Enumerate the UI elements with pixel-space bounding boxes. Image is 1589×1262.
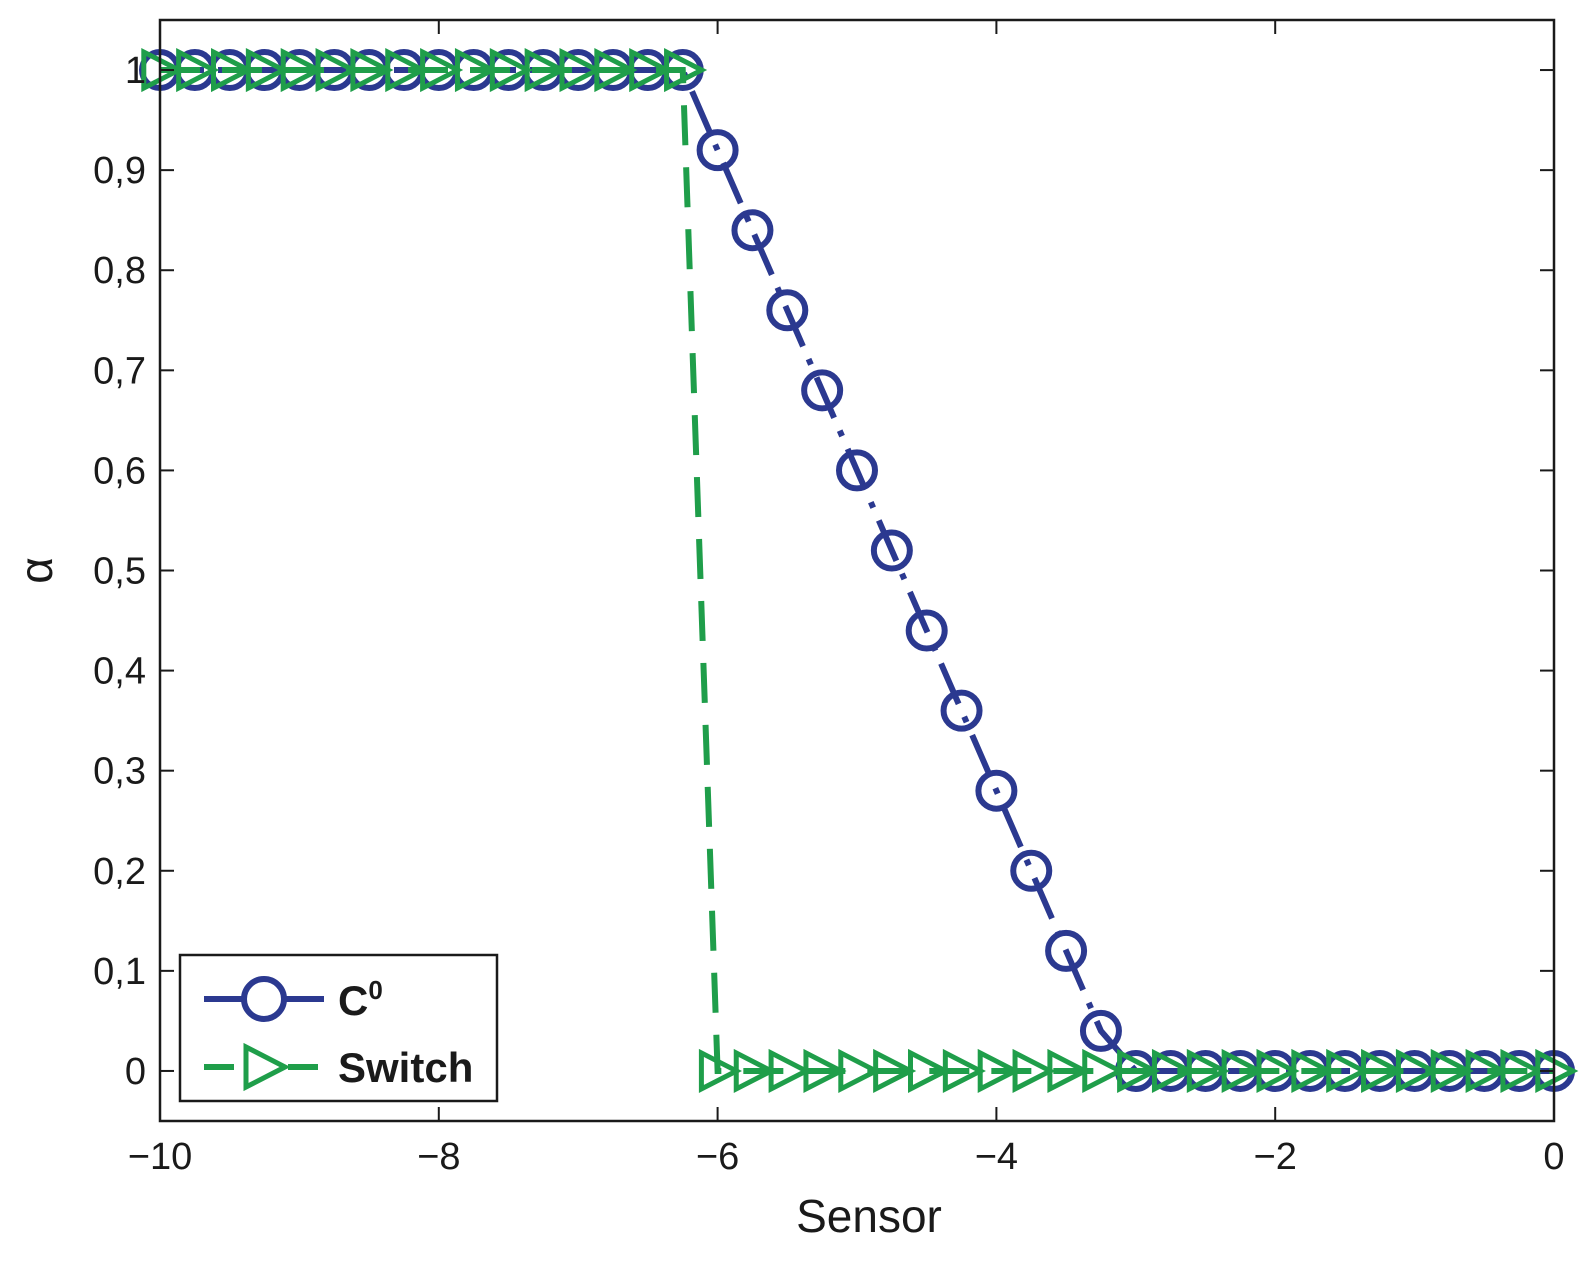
c0-point [1079, 1009, 1122, 1052]
y-tick-label: 0,6 [93, 450, 146, 492]
plot-area [139, 18, 1579, 1123]
y-tick-label: 0,4 [93, 651, 146, 693]
y-axis-title: α [10, 557, 62, 584]
legend-marker-switch [243, 1042, 291, 1092]
switch-point [733, 1048, 777, 1094]
c0-point [870, 529, 913, 572]
switch-point [873, 1048, 917, 1094]
switch-point [1465, 1048, 1509, 1094]
c0-point [836, 449, 878, 492]
c0-point [801, 369, 844, 412]
c0-point [766, 289, 809, 332]
y-tick-label: 0,9 [93, 150, 146, 192]
switch-point [1082, 1048, 1126, 1094]
switch-point [908, 1048, 952, 1094]
switch-point [420, 47, 464, 93]
legend-label-c0-superscript: 0 [368, 975, 382, 1005]
switch-point [698, 1048, 742, 1094]
y-tick-label: 0 [125, 1051, 146, 1093]
x-tick-label: −2 [1254, 1136, 1297, 1178]
switch-point [1291, 1048, 1335, 1094]
switch-point [1361, 1048, 1405, 1094]
switch-point [1047, 1048, 1091, 1094]
switch-point [1117, 1048, 1161, 1094]
x-tick-label: −8 [417, 1136, 460, 1178]
y-axis: 0 0,1 0,2 0,3 0,4 0,5 0,6 0,7 0,8 0,9 1 [93, 50, 1554, 1093]
switch-point [489, 47, 533, 93]
switch-point [977, 1048, 1021, 1094]
c0-point [1045, 929, 1088, 972]
legend-marker-c0 [241, 976, 287, 1022]
c0-point [696, 129, 739, 172]
switch-point [1012, 1048, 1056, 1094]
switch-point [1326, 1048, 1370, 1094]
x-axis-title: Sensor [796, 1190, 942, 1242]
c0-point [731, 209, 774, 252]
switch-point [1221, 1048, 1265, 1094]
switch-point [1500, 1048, 1544, 1094]
series-line-switch [160, 67, 1554, 1074]
switch-point [1430, 1048, 1474, 1094]
switch-point [245, 47, 289, 93]
legend-label-switch: Switch [338, 1044, 473, 1091]
x-tick-label: −10 [128, 1136, 192, 1178]
y-tick-label: 0,8 [93, 250, 146, 292]
y-tick-label: 0,3 [93, 751, 146, 793]
switch-point [1256, 1048, 1300, 1094]
switch-point [454, 47, 499, 93]
switch-point [385, 47, 429, 93]
switch-point [176, 47, 220, 93]
switch-point [664, 47, 708, 93]
y-tick-label: 0,7 [93, 350, 146, 392]
switch-point [768, 1048, 812, 1094]
x-axis: −10 −8 −6 −4 −2 0 [128, 20, 1565, 1178]
switch-point [1535, 1048, 1579, 1094]
switch-point [350, 47, 394, 93]
switch-point [559, 47, 603, 93]
c0-point [975, 769, 1018, 812]
switch-point [942, 1048, 986, 1094]
switch-point [315, 47, 359, 93]
x-tick-label: 0 [1543, 1136, 1564, 1178]
legend-box [178, 953, 499, 1103]
switch-point [629, 47, 673, 93]
switch-point [1395, 1048, 1439, 1094]
y-tick-label: 0,2 [93, 851, 146, 893]
switch-point [141, 47, 185, 93]
c0-point [1010, 849, 1053, 892]
switch-point [594, 47, 638, 93]
switch-point [803, 1048, 847, 1094]
switch-point [838, 1048, 882, 1094]
switch-point [1186, 1048, 1230, 1094]
switch-point [211, 47, 255, 93]
y-tick-label: 0,1 [93, 951, 146, 993]
switch-point [280, 47, 324, 93]
y-tick-label: 1 [125, 50, 146, 92]
switch-point [1151, 1048, 1196, 1094]
y-tick-label: 0,5 [93, 551, 146, 593]
c0-point [940, 689, 983, 732]
switch-point [524, 47, 568, 93]
x-tick-label: −6 [696, 1136, 739, 1178]
x-tick-label: −4 [975, 1136, 1018, 1178]
c0-point [905, 609, 948, 652]
